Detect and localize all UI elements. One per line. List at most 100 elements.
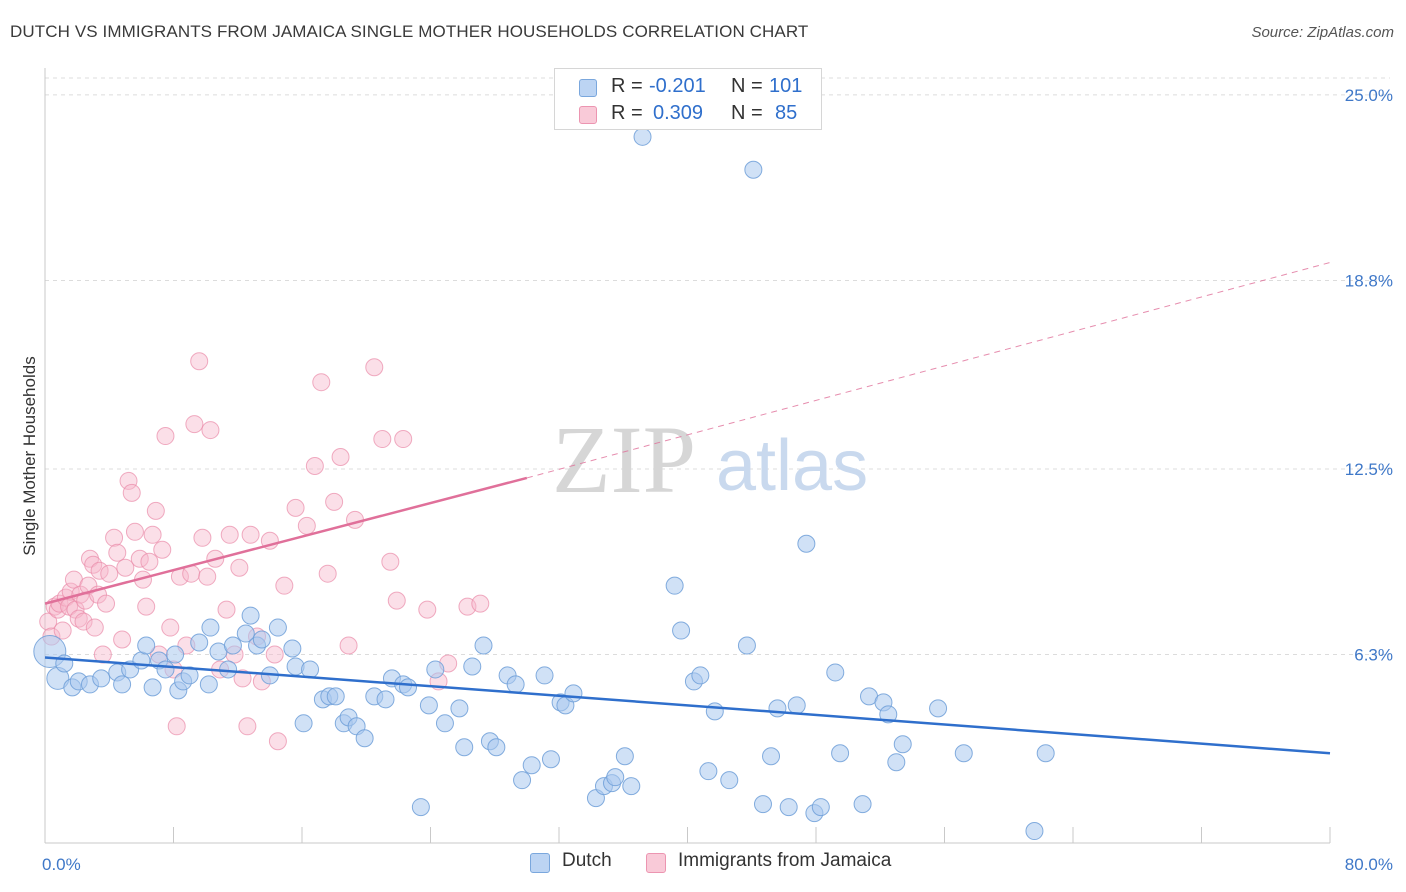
dutch-point [450,699,469,718]
dutch-point [286,657,305,676]
jamaica-point [312,373,331,392]
dutch-point [143,678,162,697]
jamaica-point [74,612,93,631]
jamaica-point [198,567,217,586]
n-label: N = [731,75,763,97]
dutch-point [672,621,691,640]
dutch-swatch [579,79,597,97]
r-value: 0.309 [653,102,704,124]
dutch-point [691,666,710,685]
dutch-point [411,798,430,817]
jamaica-point [113,630,132,649]
jamaica-trend-extension [526,262,1331,479]
jamaica-point [220,525,239,544]
dutch-point [699,762,718,781]
dutch-point [541,750,560,769]
jamaica-point [85,618,104,637]
jamaica-point [140,552,159,571]
dutch-point [879,705,898,724]
r-label: R = [611,75,643,97]
dutch-point [252,630,271,649]
dutch-point [811,798,830,817]
dutch-point [166,645,185,664]
jamaica-point [233,669,252,688]
jamaica-point [331,447,350,466]
jamaica-point [53,621,72,640]
x-tick-labels: 0.0% 80.0% [42,855,1393,874]
jamaica-point [153,540,172,559]
jamaica-point [418,600,437,619]
jamaica-point [143,525,162,544]
jamaica-point [161,618,180,637]
jamaica-point [119,471,138,490]
jamaica-point [137,597,156,616]
dutch-point [223,636,242,655]
jamaica-point [387,591,406,610]
dutch-point [615,747,634,766]
jamaica-point [325,492,344,511]
dutch-point [294,714,313,733]
jamaica-point [80,549,99,568]
jamaica-point [193,528,212,547]
dutch-point [887,753,906,772]
legend-label-dutch: Dutch [562,850,612,871]
dutch-point [753,795,772,814]
dutch-point [1025,822,1044,841]
watermark-atlas: atlas [716,426,868,506]
y-tick-label: 18.8% [1345,271,1393,290]
jamaica-point [286,498,305,517]
dutch-point [190,633,209,652]
jamaica-point [167,717,186,736]
jamaica-point [190,352,209,371]
jamaica-point [230,558,249,577]
dutch-point [762,747,781,766]
r-value: -0.201 [649,75,706,97]
correlation-legend: R = -0.201 N = 101 R = 0.309 N = 85 [554,68,822,130]
dutch-point [283,639,302,658]
dutch-point [853,795,872,814]
dutch-point [606,768,625,787]
watermark-zip: ZIP [552,406,696,513]
dutch-point [797,534,816,553]
jamaica-point [69,609,88,628]
dutch-point [399,678,418,697]
jamaica-point [268,732,287,751]
jamaica-point [339,636,358,655]
dutch-point [180,666,199,685]
dutch-point [929,699,948,718]
jamaica-point [238,717,257,736]
dutch-point [831,744,850,763]
dutch-point [720,771,739,790]
y-tick-labels: 6.3% 12.5% 18.8% 25.0% [1345,86,1393,665]
dutch-point [506,675,525,694]
y-tick-label: 25.0% [1345,86,1393,105]
dutch-point [954,744,973,763]
dutch-point [633,127,652,146]
dutch-point [474,636,493,655]
jamaica-point [116,558,135,577]
jamaica-point [156,427,175,446]
jamaica-point [125,522,144,541]
dutch-point [893,735,912,754]
dutch-point [535,666,554,685]
jamaica-point [394,430,413,449]
series-jamaica-points [39,352,490,751]
dutch-point [201,618,220,637]
dutch-point [455,738,474,757]
y-axis-label: Single Mother Households [20,356,39,555]
jamaica-point [471,594,490,613]
dutch-point [301,660,320,679]
jamaica-point [381,552,400,571]
legend-label-jamaica: Immigrants from Jamaica [678,850,892,871]
jamaica-point [241,525,260,544]
n-value: 101 [769,75,803,97]
jamaica-point [365,358,384,377]
dutch-point [1036,744,1055,763]
jamaica-point [146,501,165,520]
dutch-point [487,738,506,757]
jamaica-point [108,543,127,562]
jamaica-trend-line [44,476,528,605]
y-tick-label: 6.3% [1354,645,1393,664]
jamaica-swatch [579,106,597,124]
